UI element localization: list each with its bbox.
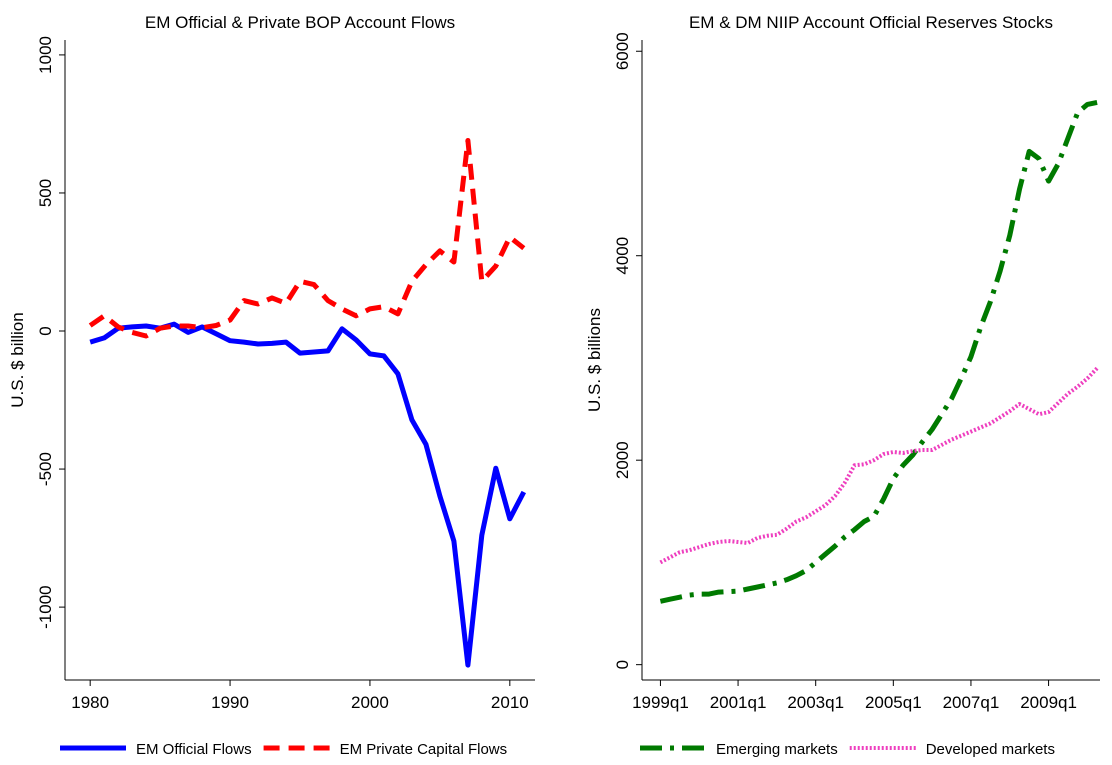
chart-title: EM Official & Private BOP Account Flows xyxy=(145,13,455,32)
y-tick-label: -500 xyxy=(36,452,55,486)
series-line xyxy=(659,99,1098,604)
y-axis-label: U.S. $ billion xyxy=(8,312,27,407)
legend-label: Developed markets xyxy=(926,741,1055,758)
y-tick-label: 0 xyxy=(36,326,55,335)
y-tick-label: 0 xyxy=(613,660,632,669)
x-tick-label: 1990 xyxy=(211,693,249,712)
x-tick-label: 1999q1 xyxy=(632,693,689,712)
x-tick-label: 2005q1 xyxy=(865,693,922,712)
y-tick-label: 1000 xyxy=(36,36,55,74)
x-tick-label: 2000 xyxy=(351,693,389,712)
y-tick-label: 2000 xyxy=(613,441,632,479)
x-tick-label: 2010 xyxy=(491,693,529,712)
x-tick-label: 2003q1 xyxy=(787,693,844,712)
series-line xyxy=(659,366,1099,565)
legend-label: EM Private Capital Flows xyxy=(340,741,508,758)
y-tick-label: 500 xyxy=(36,179,55,207)
x-tick-label: 2001q1 xyxy=(710,693,767,712)
y-tick-label: 6000 xyxy=(613,32,632,70)
y-tick-label: 4000 xyxy=(613,237,632,275)
y-axis-label: U.S. $ billions xyxy=(585,308,604,412)
series-line xyxy=(88,138,526,339)
x-tick-label: 2009q1 xyxy=(1020,693,1077,712)
x-tick-label: 1980 xyxy=(71,693,109,712)
x-tick-label: 2007q1 xyxy=(943,693,1000,712)
y-tick-label: -1000 xyxy=(36,585,55,628)
series-line xyxy=(89,321,527,668)
legend-label: EM Official Flows xyxy=(136,741,252,758)
chart-title: EM & DM NIIP Account Official Reserves S… xyxy=(689,13,1053,32)
legend-label: Emerging markets xyxy=(716,741,838,758)
